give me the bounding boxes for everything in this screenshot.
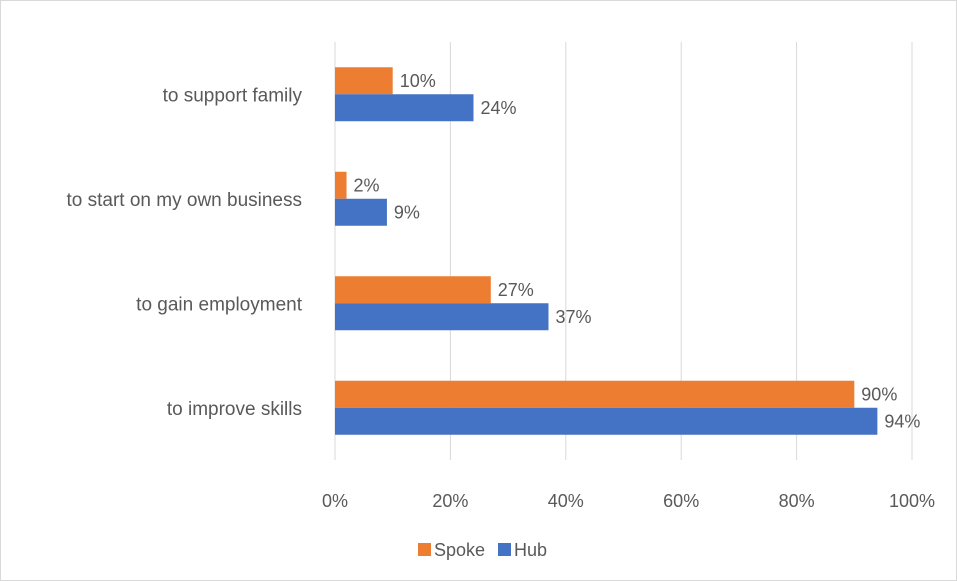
legend: Spoke Hub — [418, 540, 547, 560]
data-label: 90% — [861, 384, 897, 404]
data-label: 2% — [354, 175, 380, 195]
category-label: to support family — [163, 85, 303, 106]
x-tick-label: 80% — [779, 491, 815, 511]
bar-spoke — [335, 67, 393, 95]
bar-spoke — [335, 276, 491, 304]
bars — [335, 67, 878, 435]
legend-label: Hub — [514, 540, 547, 560]
data-label: 94% — [884, 411, 920, 431]
legend-swatch-spoke — [418, 543, 431, 556]
x-tick-label: 0% — [322, 491, 348, 511]
category-label: to gain employment — [136, 294, 303, 315]
data-label: 37% — [555, 307, 591, 327]
legend-label: Spoke — [434, 540, 485, 560]
bar-hub — [335, 94, 474, 122]
data-label: 9% — [394, 202, 420, 222]
category-label: to improve skills — [167, 399, 302, 420]
category-label: to start on my own business — [67, 190, 303, 211]
bar-hub — [335, 198, 387, 226]
x-tick-label: 40% — [548, 491, 584, 511]
bar-spoke — [335, 380, 855, 408]
data-label: 24% — [480, 98, 516, 118]
bar-hub — [335, 407, 878, 435]
data-label: 10% — [400, 71, 436, 91]
labels: 0% 20% 40% 60% 80% 100% to improve skills 90% 94… — [67, 71, 936, 511]
legend-swatch-hub — [498, 543, 511, 556]
x-tick-label: 100% — [889, 491, 935, 511]
bar-hub — [335, 303, 549, 331]
x-tick-label: 60% — [663, 491, 699, 511]
data-label: 27% — [498, 280, 534, 300]
x-tick-label: 20% — [432, 491, 468, 511]
bar-spoke — [335, 171, 347, 199]
